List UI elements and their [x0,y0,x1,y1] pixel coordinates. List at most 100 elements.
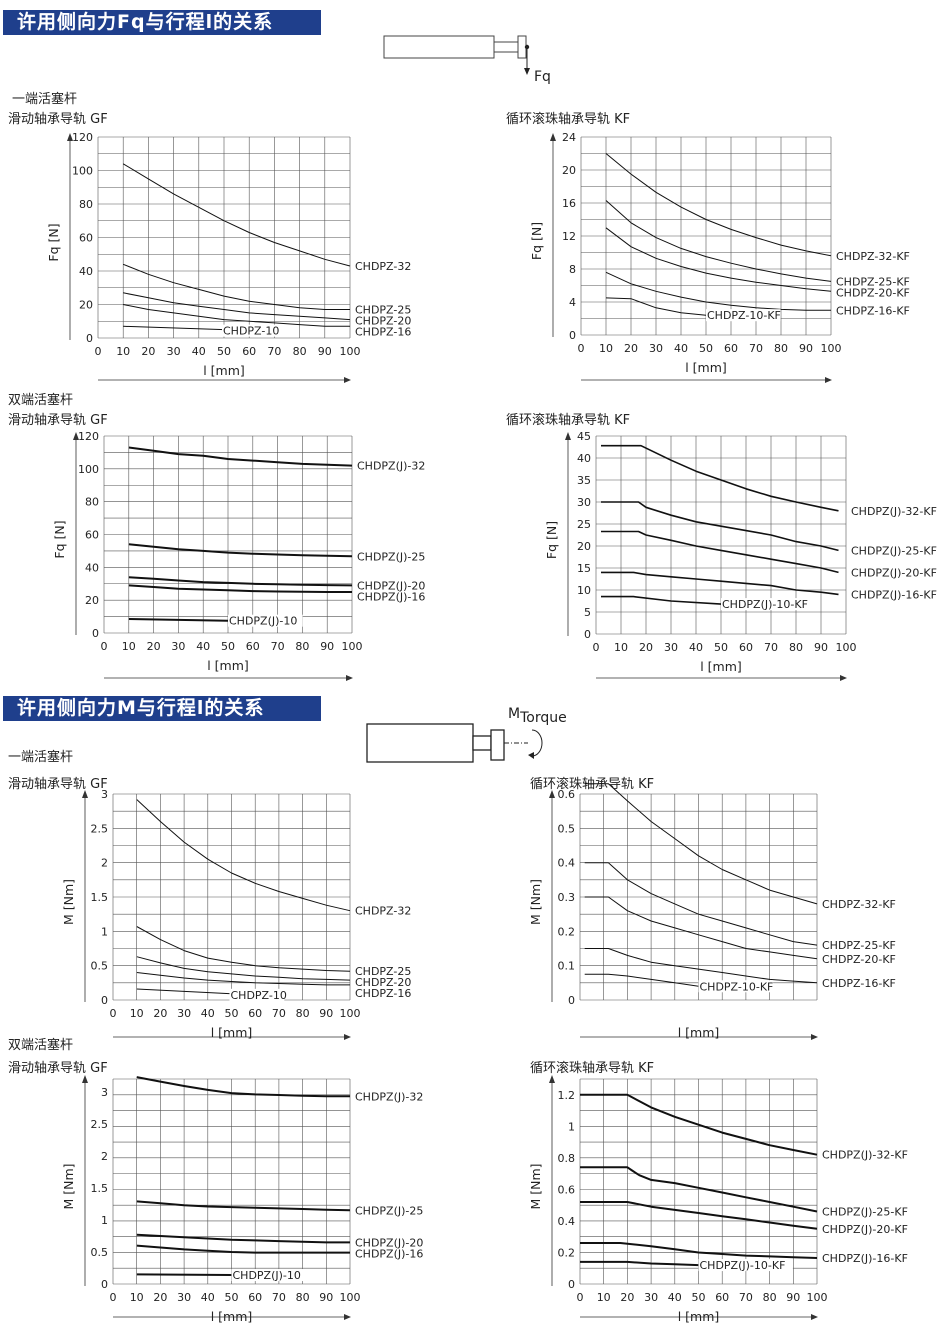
series-line [123,304,350,327]
x-tick-label: 90 [786,1291,800,1304]
series-label: CHDPZ-16-KF [836,304,910,317]
series-line [601,501,839,552]
series-label: CHDPZ-20-KF [836,286,910,299]
series-label-bg [228,614,303,627]
series-line [136,799,351,912]
chart-1-heading: 滑动轴承导轨 GF [8,112,108,127]
x-tick-label: 50 [221,640,235,653]
series-label: CHDPZ-25-KF [822,939,896,952]
y-tick-label: 1 [568,1120,575,1133]
y-tick-label: 16 [562,197,576,210]
chart-m-kf-single: 0 0.1 0.2 0.3 0.4 0.5 0.6 l [mm] M [Nm] CHDPZ-32-… [528,783,896,1040]
x-tick-label: 80 [774,342,788,355]
x-tick-label: 100 [340,345,361,358]
x-tick-label: 40 [689,641,703,654]
series-label: CHDPZ-16-KF [822,977,896,990]
y-tick-label: 0 [568,994,575,1007]
series-label: CHDPZ-20 [355,315,411,328]
series-label: CHDPZ-32 [355,260,411,273]
x-tick-label: 10 [116,345,130,358]
series-label: CHDPZ-32 [355,905,411,918]
series-line [580,1201,818,1230]
series-line [601,444,839,512]
series-label: CHDPZ(J)-32 [357,460,425,473]
x-axis-arrow [344,377,351,383]
series-line [136,1076,350,1098]
chart-7-heading: 滑动轴承导轨 GF [8,1061,108,1076]
series-label: CHDPZ(J)-20-KF [851,566,937,579]
series-line [601,571,839,596]
x-tick-label: 20 [147,640,161,653]
x-tick-label: 0 [95,345,102,358]
section-title-fq: 许用侧向力Fq与行程l的关系 [3,10,321,35]
x-tick-label: 20 [153,1291,167,1304]
x-tick-label: 0 [101,640,108,653]
y-tick-label: 100 [72,165,93,178]
y-axis-label: M [Nm] [61,879,76,925]
x-tick-label: 10 [122,640,136,653]
series-label: CHDPZ-20 [355,976,411,989]
series-label: CHDPZ(J)-16 [357,590,425,603]
x-tick-label: 10 [130,1007,144,1020]
series-label: CHDPZ(J)-10-KF [722,598,808,611]
y-tick-label: 0.2 [558,925,576,938]
series-line [580,1093,818,1156]
x-axis-arrow [811,1034,818,1040]
y-tick-label: 80 [85,496,99,509]
y-tick-label: 0.6 [558,788,576,801]
x-tick-label: 80 [296,1291,310,1304]
series-label-bg [222,324,277,337]
x-tick-label: 80 [296,1007,310,1020]
chart-8-heading: 循环滚珠轴承导轨 KF [530,1061,655,1076]
x-tick-label: 0 [577,1291,584,1304]
y-tick-label: 1.5 [91,891,109,904]
x-tick-label: 60 [248,1291,262,1304]
x-axis-arrow [811,1314,818,1320]
x-axis-arrow [825,377,832,383]
series-label: CHDPZ-25 [355,304,411,317]
grid [112,793,351,1001]
chart-fq-gf-double: 0 20 40 60 80 100 120 0 10 20 30 40 50 60 70 80 90 100 l [… [52,430,425,681]
y-tick-label: 0.2 [558,1246,576,1259]
x-tick-label: 70 [764,641,778,654]
series-label: CHDPZ-10-KF [700,980,774,993]
x-tick-label: 20 [141,345,155,358]
y-axis-arrow [550,133,556,141]
series-label: CHDPZ(J)-16-KF [822,1252,908,1265]
y-tick-label: 0.4 [558,857,576,870]
series-line [122,163,351,267]
x-tick-label: 90 [814,641,828,654]
chart-m-kf-double: 0 0.2 0.4 0.6 0.8 1 1.2 0 10 20 30 40 50 60 70 80 90 100 l… [528,1075,908,1324]
x-tick-label: 70 [272,1007,286,1020]
y-axis-arrow [565,432,571,440]
x-axis-label: l [mm] [211,1025,253,1040]
y-tick-label: 0.4 [558,1215,576,1228]
series-label-bg [698,1259,793,1272]
series-label: CHDPZ(J)-10 [233,1269,301,1282]
x-axis-label: l [mm] [203,363,245,378]
x-tick-label: 20 [624,342,638,355]
y-tick-label: 5 [584,606,591,619]
y-tick-label: 8 [569,263,576,276]
series-line [128,543,353,558]
y-tick-label: 1.2 [558,1089,576,1102]
series-label: CHDPZ(J)-10 [229,615,297,628]
y-tick-label: 0.5 [91,960,109,973]
y-tick-label: 10 [577,584,591,597]
y-tick-label: 0.3 [558,891,576,904]
chart-5-heading: 滑动轴承导轨 GF [8,777,108,792]
y-tick-label: 2 [101,857,108,870]
x-tick-label: 50 [225,1291,239,1304]
series-line [128,618,229,622]
x-tick-label: 30 [664,641,678,654]
x-tick-label: 30 [177,1007,191,1020]
grid [97,136,351,339]
x-tick-label: 70 [267,345,281,358]
series-line [128,584,352,593]
y-tick-label: 30 [577,496,591,509]
x-tick-label: 90 [319,1007,333,1020]
x-tick-label: 20 [620,1291,634,1304]
y-tick-label: 2.5 [91,1118,109,1131]
y-tick-label: 25 [577,518,591,531]
